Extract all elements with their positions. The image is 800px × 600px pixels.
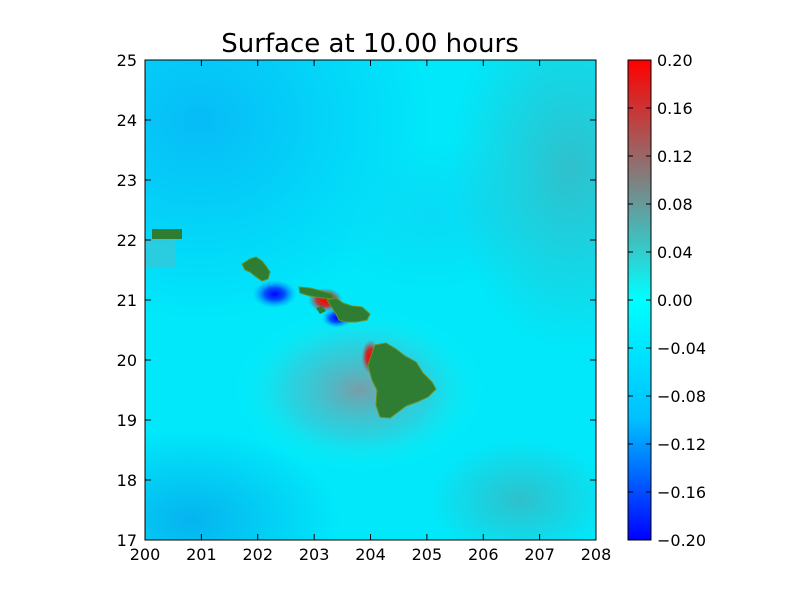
island-maui [326,297,371,323]
colorbar-tick-label: 0.08 [657,195,693,214]
trough-oahu [252,280,297,308]
field-band-bottom-right [430,440,596,540]
colorbar-tick-label: −0.16 [657,483,706,502]
x-tick-label: 203 [299,545,330,564]
colorbar-tick-label: 0.00 [657,291,693,310]
y-tick-label: 19 [117,411,137,430]
colorbar-tick-label: 0.04 [657,243,693,262]
y-axis: 17 18 19 20 21 22 23 24 25 [117,51,596,550]
island-niihau-kauai [152,229,182,239]
islands [152,229,437,419]
island-lanai [316,306,326,314]
island-hawaii [367,342,437,419]
y-tick-label: 25 [117,51,137,70]
x-tick-label: 204 [355,545,386,564]
field-band-right [450,60,596,350]
x-tick-label: 200 [130,545,161,564]
x-tick-label: 202 [242,545,273,564]
plot-area [145,60,596,540]
field-positive-swell [230,305,490,475]
chart-title: Surface at 10.00 hours [221,29,519,59]
y-tick-label: 23 [117,171,137,190]
x-tick-label: 206 [468,545,499,564]
colorbar-tick-label: 0.20 [657,51,693,70]
x-axis: 200 201 202 203 204 205 206 207 208 [130,60,612,564]
y-tick-label: 17 [117,531,137,550]
x-tick-label: 201 [186,545,217,564]
colorbar-tick-label: 0.16 [657,99,693,118]
colorbar-tick-label: −0.04 [657,339,706,358]
colorbar-axis: 0.20 0.16 0.12 0.08 0.04 0.00 −0.04 −0.08 −0.12 −… [628,51,706,550]
y-tick-label: 22 [117,231,137,250]
colorbar-tick-label: −0.08 [657,387,706,406]
y-tick-label: 21 [117,291,137,310]
x-tick-label: 205 [412,545,443,564]
x-tick-label: 208 [581,545,612,564]
colorbar-tick-label: 0.12 [657,147,693,166]
field-west-strip [145,238,175,268]
colorbar-tick-label: −0.12 [657,435,706,454]
y-tick-label: 18 [117,471,137,490]
colorbar-tick-label: −0.20 [657,531,706,550]
y-tick-label: 24 [117,111,137,130]
island-oahu [241,256,271,282]
y-tick-label: 20 [117,351,137,370]
x-tick-label: 207 [524,545,555,564]
